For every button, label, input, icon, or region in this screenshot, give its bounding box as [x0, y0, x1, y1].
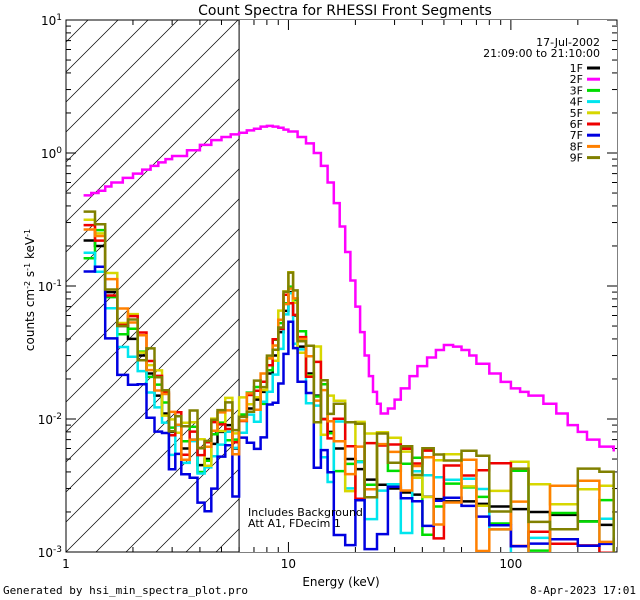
series-line-7f [83, 265, 615, 551]
annotation-background: Includes Background [248, 506, 363, 519]
annotation-attenuator: Att A1, FDecim 1 [248, 517, 341, 530]
footer-timestamp: 8-Apr-2023 17:01 [530, 584, 636, 597]
y-tick-label: 101 [41, 13, 62, 28]
x-tick-label: 100 [499, 557, 522, 571]
hatch-line [66, 20, 209, 163]
y-axis-label-sup1: -2 [23, 281, 32, 289]
y-axis-label-main: counts cm [23, 289, 37, 351]
hatch-line [66, 20, 269, 223]
hatch-line [66, 20, 179, 133]
legend-label: 1F [570, 62, 583, 75]
y-tick-label: 10-2 [38, 412, 62, 427]
plot-background [239, 20, 617, 552]
shaded-region [0, 0, 617, 552]
series-line-9f [83, 210, 615, 552]
y-axis-label-sup2: -1 [23, 263, 32, 271]
hatch-line [66, 20, 299, 253]
y-tick-label: 10-1 [38, 279, 62, 294]
legend-label: 7F [570, 129, 583, 142]
hatch-line [66, 20, 119, 73]
legend-label: 4F [570, 96, 583, 109]
x-axis-ticks: 1 10 100 [62, 20, 618, 571]
y-axis-label: counts cm-2 s-1 keV-1 [23, 229, 38, 351]
x-axis-label: Energy (keV) [302, 575, 379, 589]
y-axis-label-mid: s [23, 271, 37, 281]
legend-label: 6F [570, 118, 583, 131]
x-tick-label: 1 [62, 557, 70, 571]
series-line-2f [83, 124, 615, 452]
hatch-line [66, 20, 149, 103]
legend-label: 2F [570, 73, 583, 86]
date-label: 17-Jul-2002 [536, 36, 600, 49]
legend-label: 3F [570, 84, 583, 97]
y-axis-label-end: keV [23, 236, 37, 263]
hatch-line [66, 20, 239, 193]
legend-label: 9F [570, 152, 583, 165]
hatch-line [66, 20, 89, 43]
time-range-label: 21:09:00 to 21:10:00 [483, 47, 600, 60]
x-tick-label: 10 [281, 557, 296, 571]
y-axis-label-sup3: -1 [23, 229, 32, 237]
legend-label: 8F [570, 140, 583, 153]
y-axis-ticks: 101 100 10-1 10-2 10-3 [38, 13, 617, 560]
series-lines [83, 124, 615, 552]
y-tick-label: 10-3 [38, 545, 62, 560]
footer-generated-by: Generated by hsi_min_spectra_plot.pro [3, 584, 249, 597]
chart-title: Count Spectra for RHESSI Front Segments [198, 3, 492, 19]
legend-label: 5F [570, 107, 583, 120]
hatch-line [0, 0, 86, 552]
y-tick-label: 100 [41, 146, 62, 161]
